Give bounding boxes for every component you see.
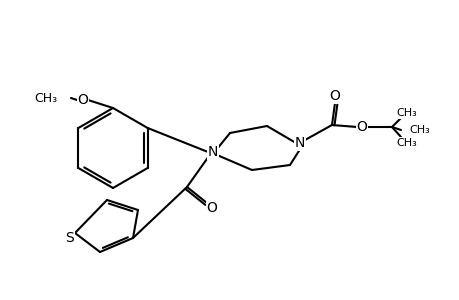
Text: O: O <box>206 201 217 215</box>
Text: S: S <box>66 231 74 245</box>
Text: CH₃: CH₃ <box>396 108 416 118</box>
Text: CH₃: CH₃ <box>34 92 57 104</box>
Text: O: O <box>329 89 340 103</box>
Text: CH₃: CH₃ <box>408 125 429 135</box>
Text: O: O <box>356 120 367 134</box>
Text: O: O <box>78 93 88 107</box>
Text: N: N <box>294 136 304 150</box>
Text: N: N <box>207 145 218 159</box>
Text: CH₃: CH₃ <box>396 138 416 148</box>
